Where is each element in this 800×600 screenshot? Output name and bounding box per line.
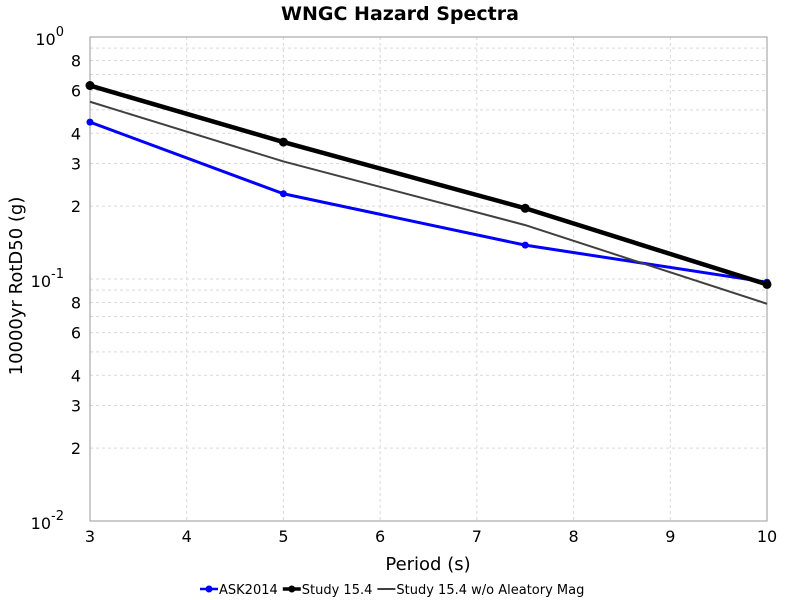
y-tick-label: 10-1 (31, 267, 64, 291)
y-tick-label: 4 (71, 366, 81, 385)
y-tick-label: 6 (71, 82, 81, 101)
x-tick-label: 10 (757, 527, 777, 546)
y-tick-label: 100 (35, 25, 64, 49)
legend-label: Study 15.4 w/o Aleatory Mag (396, 583, 584, 598)
legend-marker (205, 585, 213, 593)
x-axis-ticks: 3 4 5 6 7 8 9 10 (85, 527, 777, 546)
y-axis-label: 10000yr RotD50 (g) (6, 197, 27, 376)
y-tick-label: 10-2 (31, 509, 64, 533)
y-axis-ticks: 10-2 10-1 100 2 3 4 6 8 2 3 4 6 8 (31, 25, 81, 533)
series-line-2 (89, 83, 768, 287)
series-line-3 (89, 100, 768, 305)
legend-marker (288, 585, 296, 593)
y-tick-label: 2 (71, 439, 81, 458)
x-tick-label: 4 (182, 527, 192, 546)
data-point (762, 279, 772, 289)
legend-label: Study 15.4 (302, 583, 373, 598)
grid (89, 36, 768, 522)
series-layer (85, 81, 772, 305)
x-tick-label: 6 (375, 527, 385, 546)
data-point (85, 81, 95, 91)
legend-label: ASK2014 (219, 583, 278, 598)
x-tick-label: 5 (278, 527, 288, 546)
data-point (86, 118, 94, 126)
data-point (278, 137, 288, 147)
y-tick-label: 4 (71, 124, 81, 143)
legend: ASK2014 Study 15.4 Study 15.4 w/o Aleatory… (200, 583, 584, 598)
y-tick-label: 6 (71, 324, 81, 343)
series-line-1 (89, 120, 768, 284)
chart-title: WNGC Hazard Spectra (281, 3, 519, 25)
y-tick-label: 8 (71, 51, 81, 70)
x-tick-label: 8 (568, 527, 578, 546)
y-tick-label: 3 (71, 155, 81, 174)
data-point (279, 190, 287, 198)
x-tick-label: 3 (85, 527, 95, 546)
y-tick-label: 3 (71, 397, 81, 416)
x-tick-label: 9 (665, 527, 675, 546)
y-tick-label: 8 (71, 293, 81, 312)
data-point (521, 241, 529, 249)
data-point (520, 203, 530, 213)
x-axis-label: Period (s) (385, 554, 470, 575)
y-tick-label: 2 (71, 197, 81, 216)
x-tick-label: 7 (472, 527, 482, 546)
